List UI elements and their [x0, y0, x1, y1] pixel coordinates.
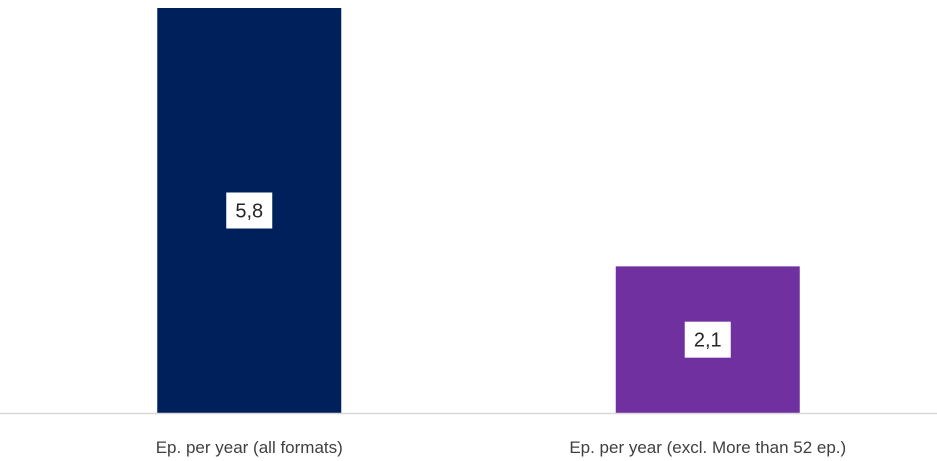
data-label-1: 5,8	[226, 192, 273, 229]
data-label-box	[684, 321, 731, 358]
data-label-text: 5,8	[235, 201, 263, 223]
data-label-2: 2,1	[684, 321, 731, 358]
data-label-box	[226, 192, 273, 229]
x-tick-labels: Ep. per year (all formats) Ep. per year (…	[156, 438, 846, 457]
x-tick-label-2: Ep. per year (excl. More than 52 ep.)	[569, 438, 846, 457]
labels-layer: 5,8 2,1	[226, 192, 731, 358]
data-label-text: 2,1	[694, 330, 722, 352]
x-tick-label-1: Ep. per year (all formats)	[156, 438, 343, 457]
